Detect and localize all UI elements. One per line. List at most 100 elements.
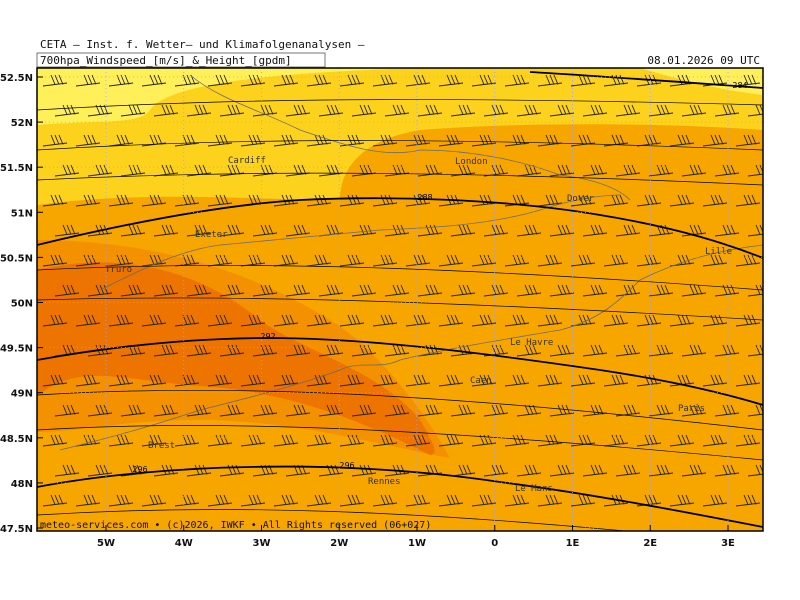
- wind-barb: [219, 104, 245, 117]
- wind-barb: [471, 254, 497, 267]
- wind-barb: [648, 224, 674, 237]
- lat-label: 49.5N: [0, 344, 33, 355]
- wind-barb: [318, 104, 344, 117]
- wind-barb: [141, 494, 167, 507]
- wind-barb: [582, 224, 608, 237]
- wind-barb: [438, 254, 464, 267]
- wind-barb: [273, 494, 299, 507]
- lon-label: 3W: [253, 538, 271, 549]
- wind-barb: [318, 164, 344, 177]
- wind-barb: [669, 74, 695, 87]
- wind-barb: [240, 314, 266, 327]
- lon-label: 2W: [330, 538, 348, 549]
- wind-barb: [636, 494, 662, 507]
- map-frame: [36, 67, 764, 532]
- lat-label: 51N: [11, 208, 33, 219]
- wind-barb: [75, 434, 101, 447]
- lat-label: 52.5N: [0, 73, 33, 84]
- wind-barb: [603, 434, 629, 447]
- wind-barb: [54, 404, 80, 417]
- wind-barb: [153, 104, 179, 117]
- wind-barb: [747, 344, 763, 357]
- wind-barb: [702, 194, 728, 207]
- wind-barb: [405, 194, 431, 207]
- wind-barb: [372, 74, 398, 87]
- wind-barb: [42, 254, 68, 267]
- lon-label: 3E: [721, 538, 735, 549]
- wind-barb: [207, 74, 233, 87]
- wind-barb: [219, 464, 245, 477]
- wind-barb: [384, 164, 410, 177]
- wind-barb: [108, 374, 134, 387]
- wind-barb: [570, 434, 596, 447]
- wind-barb: [273, 374, 299, 387]
- wind-barb: [207, 194, 233, 207]
- city-label: Paris: [678, 404, 705, 414]
- wind-barb: [681, 164, 707, 177]
- header-subtitle: 700hpa_Windspeed_[m/s]_&_Height_[gpdm]: [40, 54, 292, 67]
- header-title: CETA — Inst. f. Wetter— und Klimafolgena…: [40, 38, 365, 51]
- wind-barb: [75, 494, 101, 507]
- wind-barb: [120, 404, 146, 417]
- wind-barb: [648, 404, 674, 417]
- wind-barb: [549, 464, 575, 477]
- wind-barb: [108, 494, 134, 507]
- lon-label: 5W: [97, 538, 115, 549]
- wind-barb: [570, 74, 596, 87]
- wind-barb: [570, 134, 596, 147]
- wind-barb: [75, 254, 101, 267]
- header-date: 08.01.2026 09 UTC: [647, 54, 760, 67]
- wind-barb: [306, 254, 332, 267]
- wind-barb: [537, 494, 563, 507]
- wind-barb: [87, 464, 113, 477]
- wind-barb: [273, 254, 299, 267]
- contour: [37, 337, 763, 406]
- wind-barb: [735, 134, 761, 147]
- wind-barb: [351, 224, 377, 237]
- wind-barb: [483, 164, 509, 177]
- wind-barb: [306, 134, 332, 147]
- wind-barb: [582, 404, 608, 417]
- coast: [59, 244, 763, 451]
- wind-barb: [54, 464, 80, 477]
- wind-barb: [681, 104, 707, 117]
- wind-barb: [636, 434, 662, 447]
- wind-barb: [153, 224, 179, 237]
- wind-barb: [384, 284, 410, 297]
- wind-barb: [603, 374, 629, 387]
- contour-thin: [37, 140, 763, 151]
- wind-barb: [450, 104, 476, 117]
- wind-barb: [504, 494, 530, 507]
- wind-barb: [207, 374, 233, 387]
- contour-label: 292: [260, 332, 275, 341]
- wind-barb: [471, 374, 497, 387]
- wind-barb: [537, 434, 563, 447]
- wind-barb: [108, 254, 134, 267]
- wind-barb: [747, 104, 763, 117]
- wind-barb: [516, 404, 542, 417]
- footer-bg: [37, 518, 407, 531]
- contour-thin: [37, 172, 763, 186]
- wind-barb: [516, 344, 542, 357]
- contour: [37, 465, 763, 528]
- wind-barb: [219, 404, 245, 417]
- map-area: 284 288 292 296 296 Cardiff London Dover…: [37, 68, 763, 531]
- wind-barb: [615, 404, 641, 417]
- wind-barb: [516, 164, 542, 177]
- wind-barb: [153, 404, 179, 417]
- wind-barb: [273, 194, 299, 207]
- wind-barb: [537, 134, 563, 147]
- wind-barb: [702, 254, 728, 267]
- wind-barb: [471, 494, 497, 507]
- wind-barb: [735, 434, 761, 447]
- wind-barb: [42, 374, 68, 387]
- wind-barb: [141, 314, 167, 327]
- wind-barb: [252, 404, 278, 417]
- wind-barb: [339, 194, 365, 207]
- city-label: Lille: [705, 247, 732, 257]
- wind-barb: [285, 224, 311, 237]
- wind-barb: [681, 464, 707, 477]
- wind-barb: [483, 344, 509, 357]
- wind-barb: [582, 164, 608, 177]
